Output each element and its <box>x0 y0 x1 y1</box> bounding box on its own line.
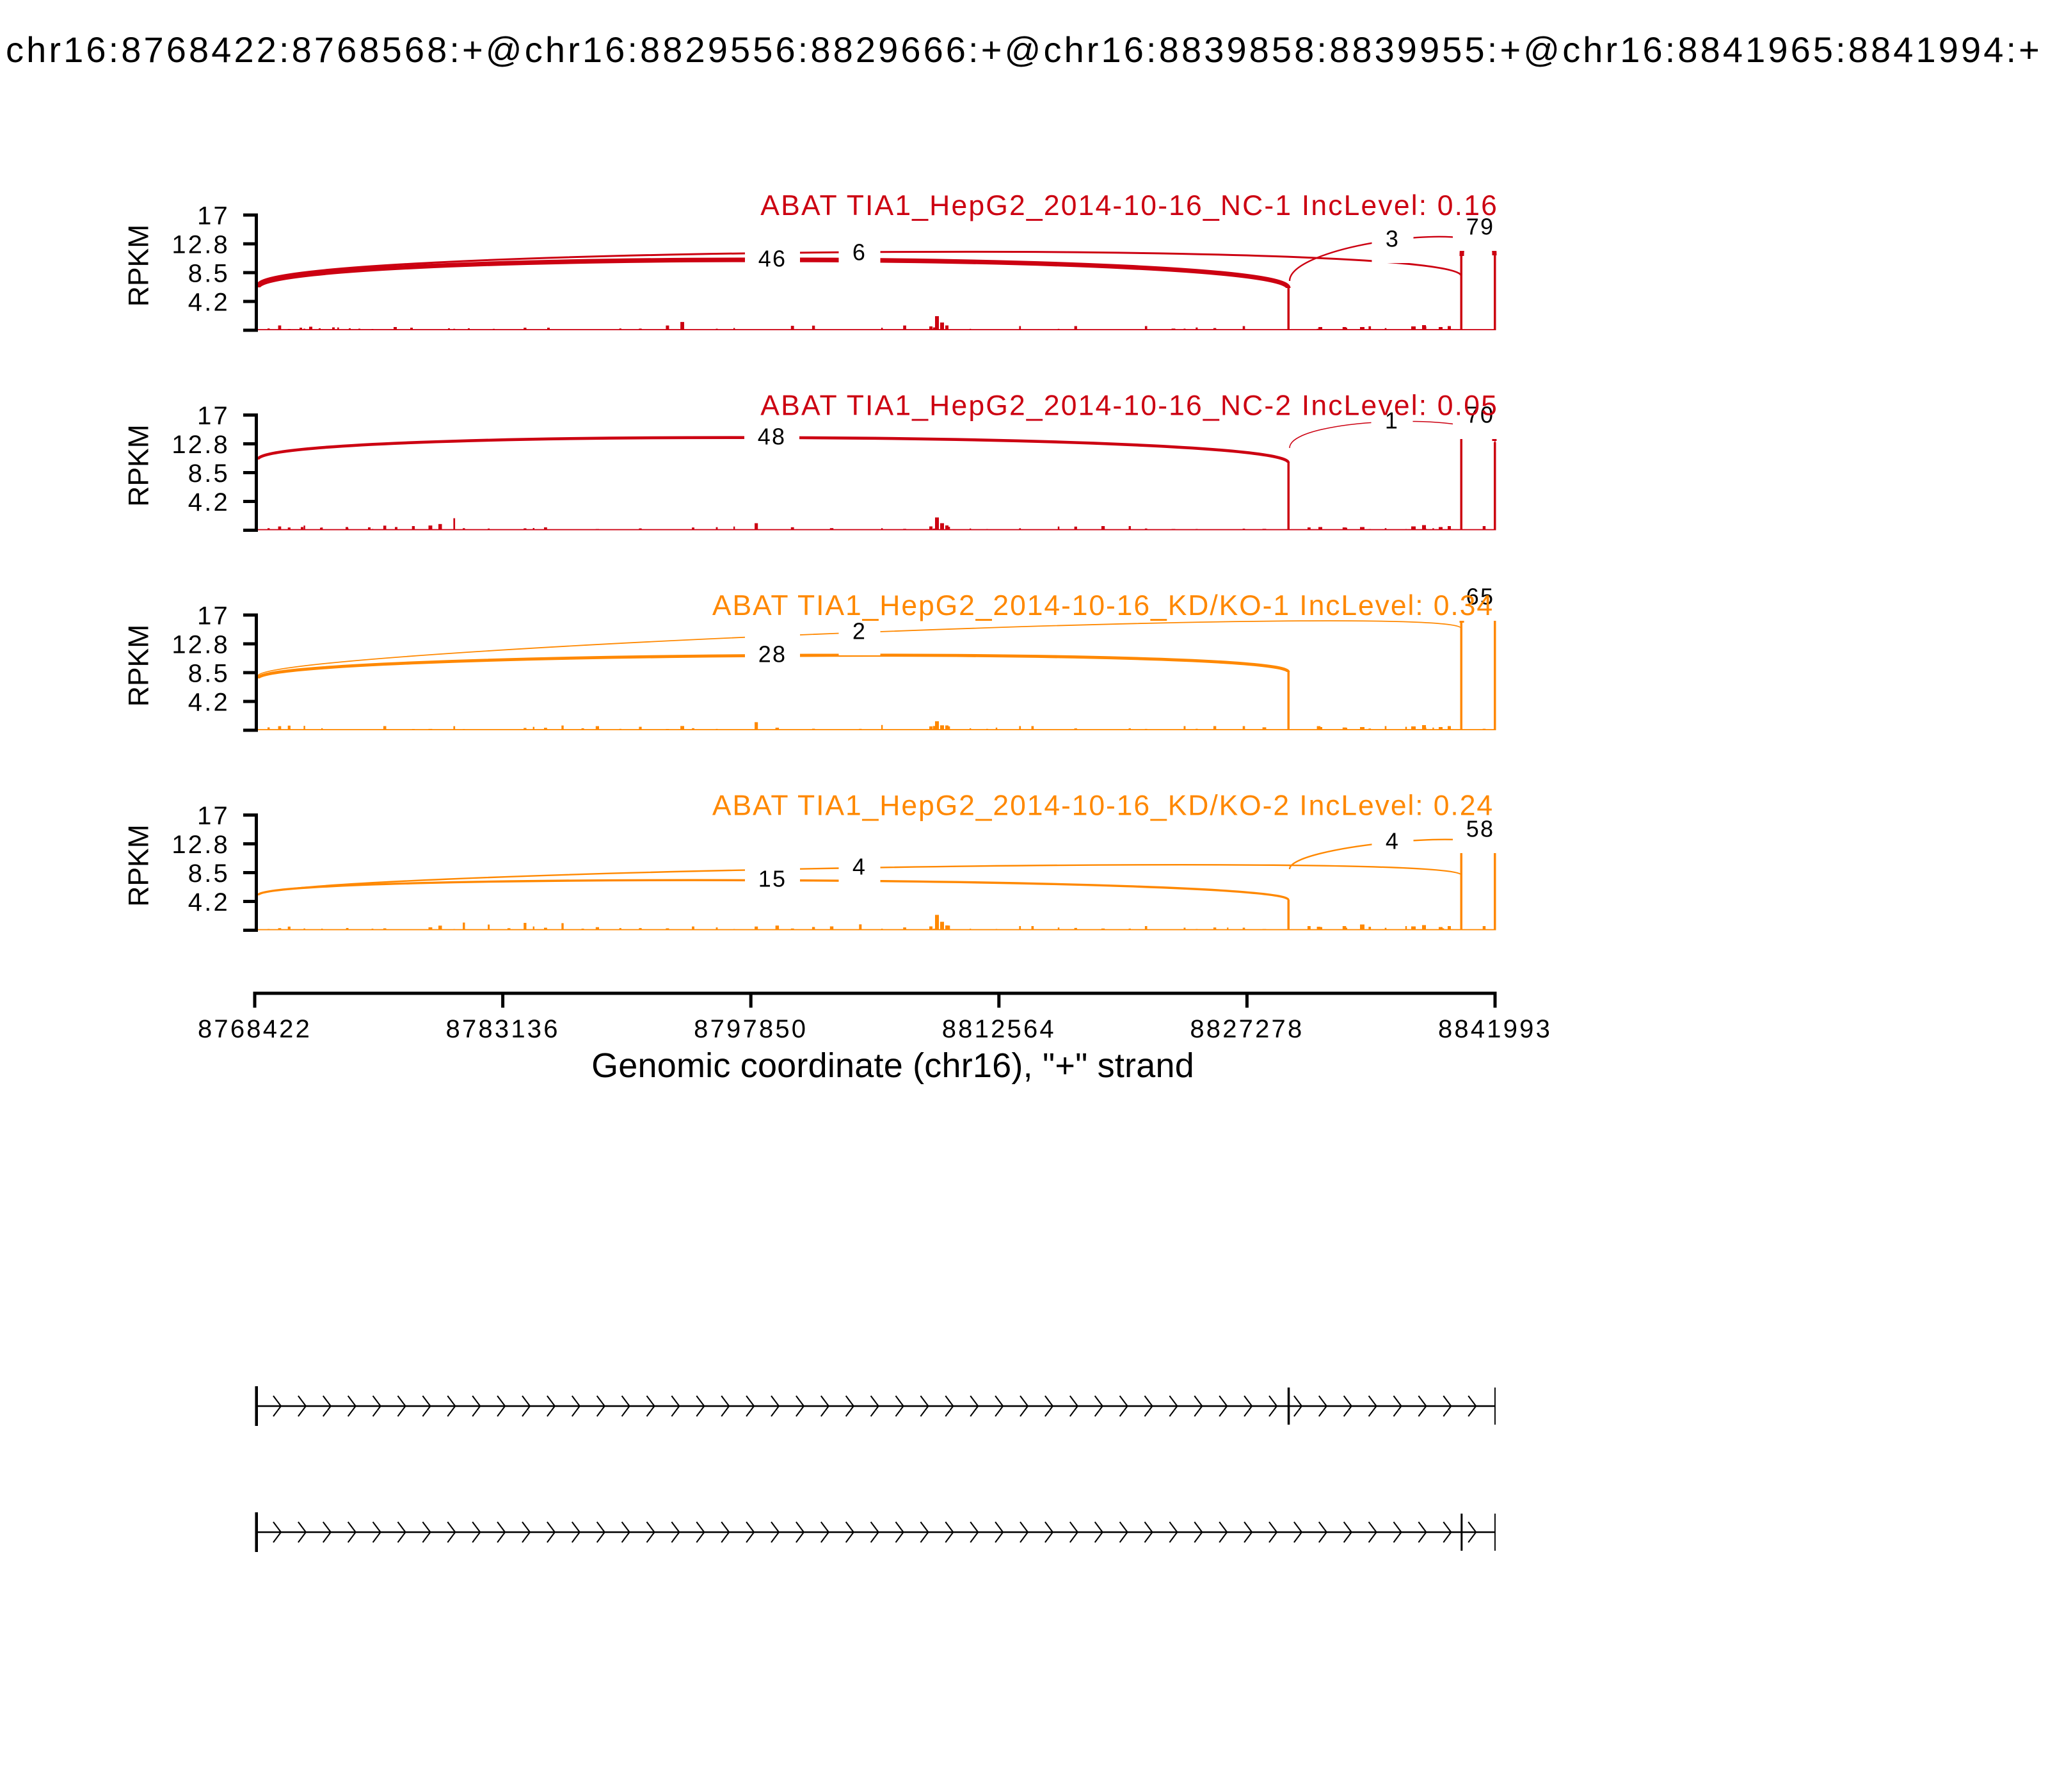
svg-text:RPKM: RPKM <box>124 225 155 307</box>
svg-text:17: 17 <box>197 802 230 830</box>
svg-text:8783136: 8783136 <box>446 1015 560 1043</box>
svg-text:12.8: 12.8 <box>172 631 230 659</box>
svg-text:RPKM: RPKM <box>124 625 155 707</box>
svg-text:4.2: 4.2 <box>188 289 230 317</box>
svg-text:3: 3 <box>1386 226 1400 252</box>
svg-text:12.8: 12.8 <box>172 231 230 259</box>
svg-text:17: 17 <box>197 202 230 230</box>
svg-text:79: 79 <box>1466 214 1494 240</box>
svg-text:8.5: 8.5 <box>188 860 230 888</box>
svg-text:ABAT TIA1_HepG2_2014-10-16_NC-: ABAT TIA1_HepG2_2014-10-16_NC-2 IncLevel… <box>760 390 1498 422</box>
svg-text:12.8: 12.8 <box>172 831 230 859</box>
svg-text:2: 2 <box>852 618 867 644</box>
svg-text:6: 6 <box>852 239 867 266</box>
svg-text:chr16:8768422:8768568:+@chr16:: chr16:8768422:8768568:+@chr16:8829556:88… <box>6 29 2042 70</box>
svg-text:4.2: 4.2 <box>188 888 230 916</box>
svg-text:ABAT TIA1_HepG2_2014-10-16_NC-: ABAT TIA1_HepG2_2014-10-16_NC-1 IncLevel… <box>760 190 1498 221</box>
svg-text:17: 17 <box>197 402 230 430</box>
svg-text:8797850: 8797850 <box>694 1015 808 1043</box>
svg-text:15: 15 <box>758 866 787 892</box>
svg-text:8768422: 8768422 <box>198 1015 312 1043</box>
svg-text:1: 1 <box>1385 408 1399 434</box>
svg-text:28: 28 <box>758 641 787 668</box>
svg-text:65: 65 <box>1466 584 1494 610</box>
svg-text:8.5: 8.5 <box>188 260 230 288</box>
svg-text:17: 17 <box>197 602 230 630</box>
svg-text:48: 48 <box>758 424 786 450</box>
svg-text:8.5: 8.5 <box>188 660 230 688</box>
svg-text:Genomic coordinate (chr16), "+: Genomic coordinate (chr16), "+" strand <box>591 1046 1194 1085</box>
svg-text:8812564: 8812564 <box>942 1015 1056 1043</box>
svg-text:8.5: 8.5 <box>188 460 230 488</box>
svg-text:4: 4 <box>852 854 867 880</box>
svg-text:4.2: 4.2 <box>188 488 230 516</box>
svg-text:70: 70 <box>1466 402 1494 428</box>
svg-text:RPKM: RPKM <box>124 424 155 507</box>
svg-text:58: 58 <box>1466 816 1494 842</box>
svg-text:ABAT TIA1_HepG2_2014-10-16_KD/: ABAT TIA1_HepG2_2014-10-16_KD/KO-2 IncLe… <box>712 790 1494 822</box>
svg-text:12.8: 12.8 <box>172 431 230 459</box>
svg-text:8827278: 8827278 <box>1190 1015 1304 1043</box>
svg-text:4: 4 <box>1386 828 1400 854</box>
svg-text:8841993: 8841993 <box>1438 1015 1552 1043</box>
svg-text:4.2: 4.2 <box>188 689 230 717</box>
svg-text:RPKM: RPKM <box>124 824 155 907</box>
svg-text:46: 46 <box>758 246 787 272</box>
svg-text:ABAT TIA1_HepG2_2014-10-16_KD/: ABAT TIA1_HepG2_2014-10-16_KD/KO-1 IncLe… <box>712 590 1494 621</box>
